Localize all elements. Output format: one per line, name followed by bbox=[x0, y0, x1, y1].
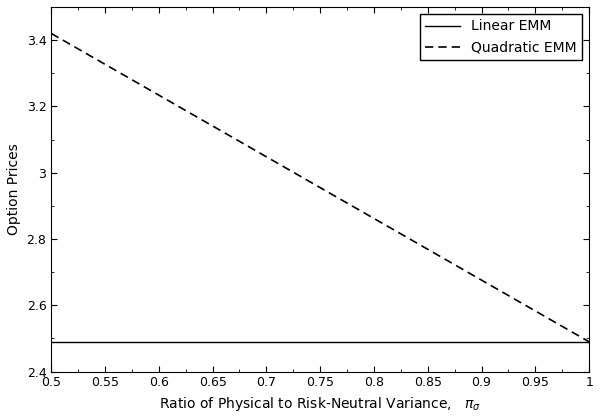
Line: Quadratic EMM: Quadratic EMM bbox=[51, 34, 589, 342]
Quadratic EMM bbox=[338, 198, 346, 203]
Linear EMM bbox=[303, 339, 310, 344]
Quadratic EMM bbox=[368, 215, 375, 220]
Linear EMM bbox=[572, 339, 580, 344]
Linear EMM bbox=[488, 339, 496, 344]
Quadratic EMM bbox=[572, 332, 580, 337]
Linear EMM bbox=[307, 339, 314, 344]
X-axis label: Ratio of Physical to Risk-Neutral Variance,   $\pi_\sigma$: Ratio of Physical to Risk-Neutral Varian… bbox=[159, 395, 481, 413]
Legend: Linear EMM, Quadratic EMM: Linear EMM, Quadratic EMM bbox=[419, 14, 582, 60]
Quadratic EMM bbox=[586, 339, 593, 344]
Quadratic EMM bbox=[307, 179, 314, 184]
Linear EMM bbox=[338, 339, 346, 344]
Linear EMM bbox=[368, 339, 375, 344]
Quadratic EMM bbox=[488, 284, 496, 289]
Quadratic EMM bbox=[47, 31, 55, 36]
Quadratic EMM bbox=[303, 177, 310, 182]
Y-axis label: Option Prices: Option Prices bbox=[7, 143, 21, 235]
Linear EMM bbox=[586, 339, 593, 344]
Linear EMM bbox=[47, 339, 55, 344]
